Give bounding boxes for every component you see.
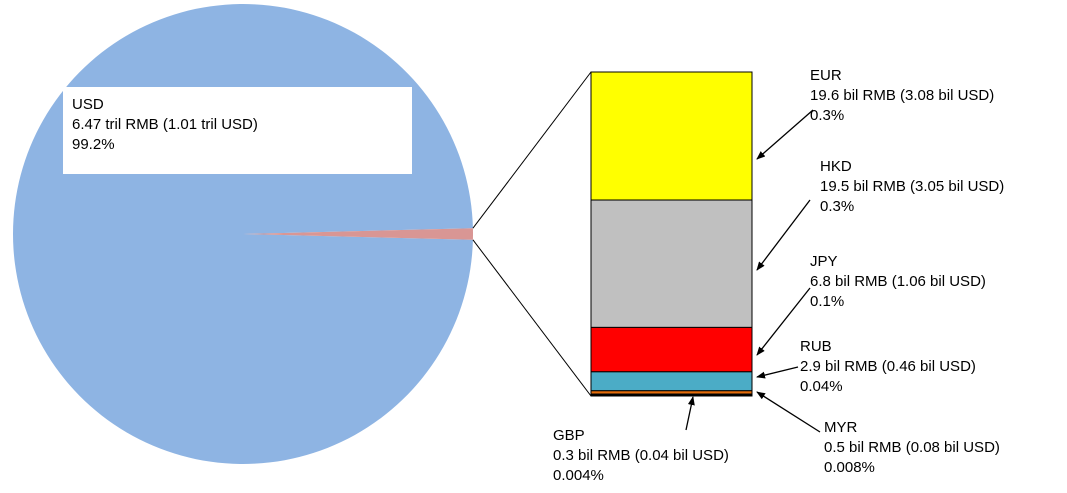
bar-segment-jpy xyxy=(590,326,753,373)
label-rub-currency: RUB xyxy=(800,338,832,355)
label-rub-percent: 0.04% xyxy=(800,378,843,395)
bar-segment-eur xyxy=(590,71,753,201)
label-gbp-value: 0.3 bil RMB (0.04 bil USD) xyxy=(553,447,729,464)
label-eur-value: 19.6 bil RMB (3.08 bil USD) xyxy=(810,87,994,104)
usd-label-percent: 99.2% xyxy=(72,136,115,153)
arrow-rub xyxy=(756,366,799,379)
label-gbp-percent: 0.004% xyxy=(553,467,604,484)
arrow-jpy xyxy=(756,287,811,356)
pie-slice-other xyxy=(243,228,473,240)
label-hkd-percent: 0.3% xyxy=(820,198,854,215)
arrow-gbp xyxy=(685,396,695,431)
label-myr-value: 0.5 bil RMB (0.08 bil USD) xyxy=(824,439,1000,456)
connector-top xyxy=(472,71,592,229)
label-jpy-value: 6.8 bil RMB (1.06 bil USD) xyxy=(810,273,986,290)
label-eur-percent: 0.3% xyxy=(810,107,844,124)
arrow-hkd xyxy=(756,199,811,271)
label-hkd-value: 19.5 bil RMB (3.05 bil USD) xyxy=(820,178,1004,195)
label-jpy-percent: 0.1% xyxy=(810,293,844,310)
label-gbp-currency: GBP xyxy=(553,427,585,444)
label-myr-percent: 0.008% xyxy=(824,459,875,476)
connector-lines xyxy=(472,71,592,397)
arrow-eur xyxy=(756,109,814,160)
label-myr-currency: MYR xyxy=(824,419,858,436)
pie-group xyxy=(13,3,473,464)
label-eur-currency: EUR xyxy=(810,67,842,84)
data-labels: USD 6.47 tril RMB (1.01 tril USD) 99.2% EUR… xyxy=(63,67,1004,484)
bar-segment-hkd xyxy=(590,199,753,328)
stacked-breakdown-bar xyxy=(590,71,753,397)
label-arrows xyxy=(685,109,821,433)
usd-label-currency: USD xyxy=(72,96,104,113)
bar-segment-gbp xyxy=(590,393,753,397)
label-rub-value: 2.9 bil RMB (0.46 bil USD) xyxy=(800,358,976,375)
usd-label-box xyxy=(63,87,412,174)
bar-segment-rub xyxy=(590,371,753,392)
usd-label-value: 6.47 tril RMB (1.01 tril USD) xyxy=(72,116,258,133)
label-jpy-currency: JPY xyxy=(810,253,838,270)
label-hkd-currency: HKD xyxy=(820,158,852,175)
arrow-myr xyxy=(756,391,821,433)
connector-bottom xyxy=(472,239,592,397)
